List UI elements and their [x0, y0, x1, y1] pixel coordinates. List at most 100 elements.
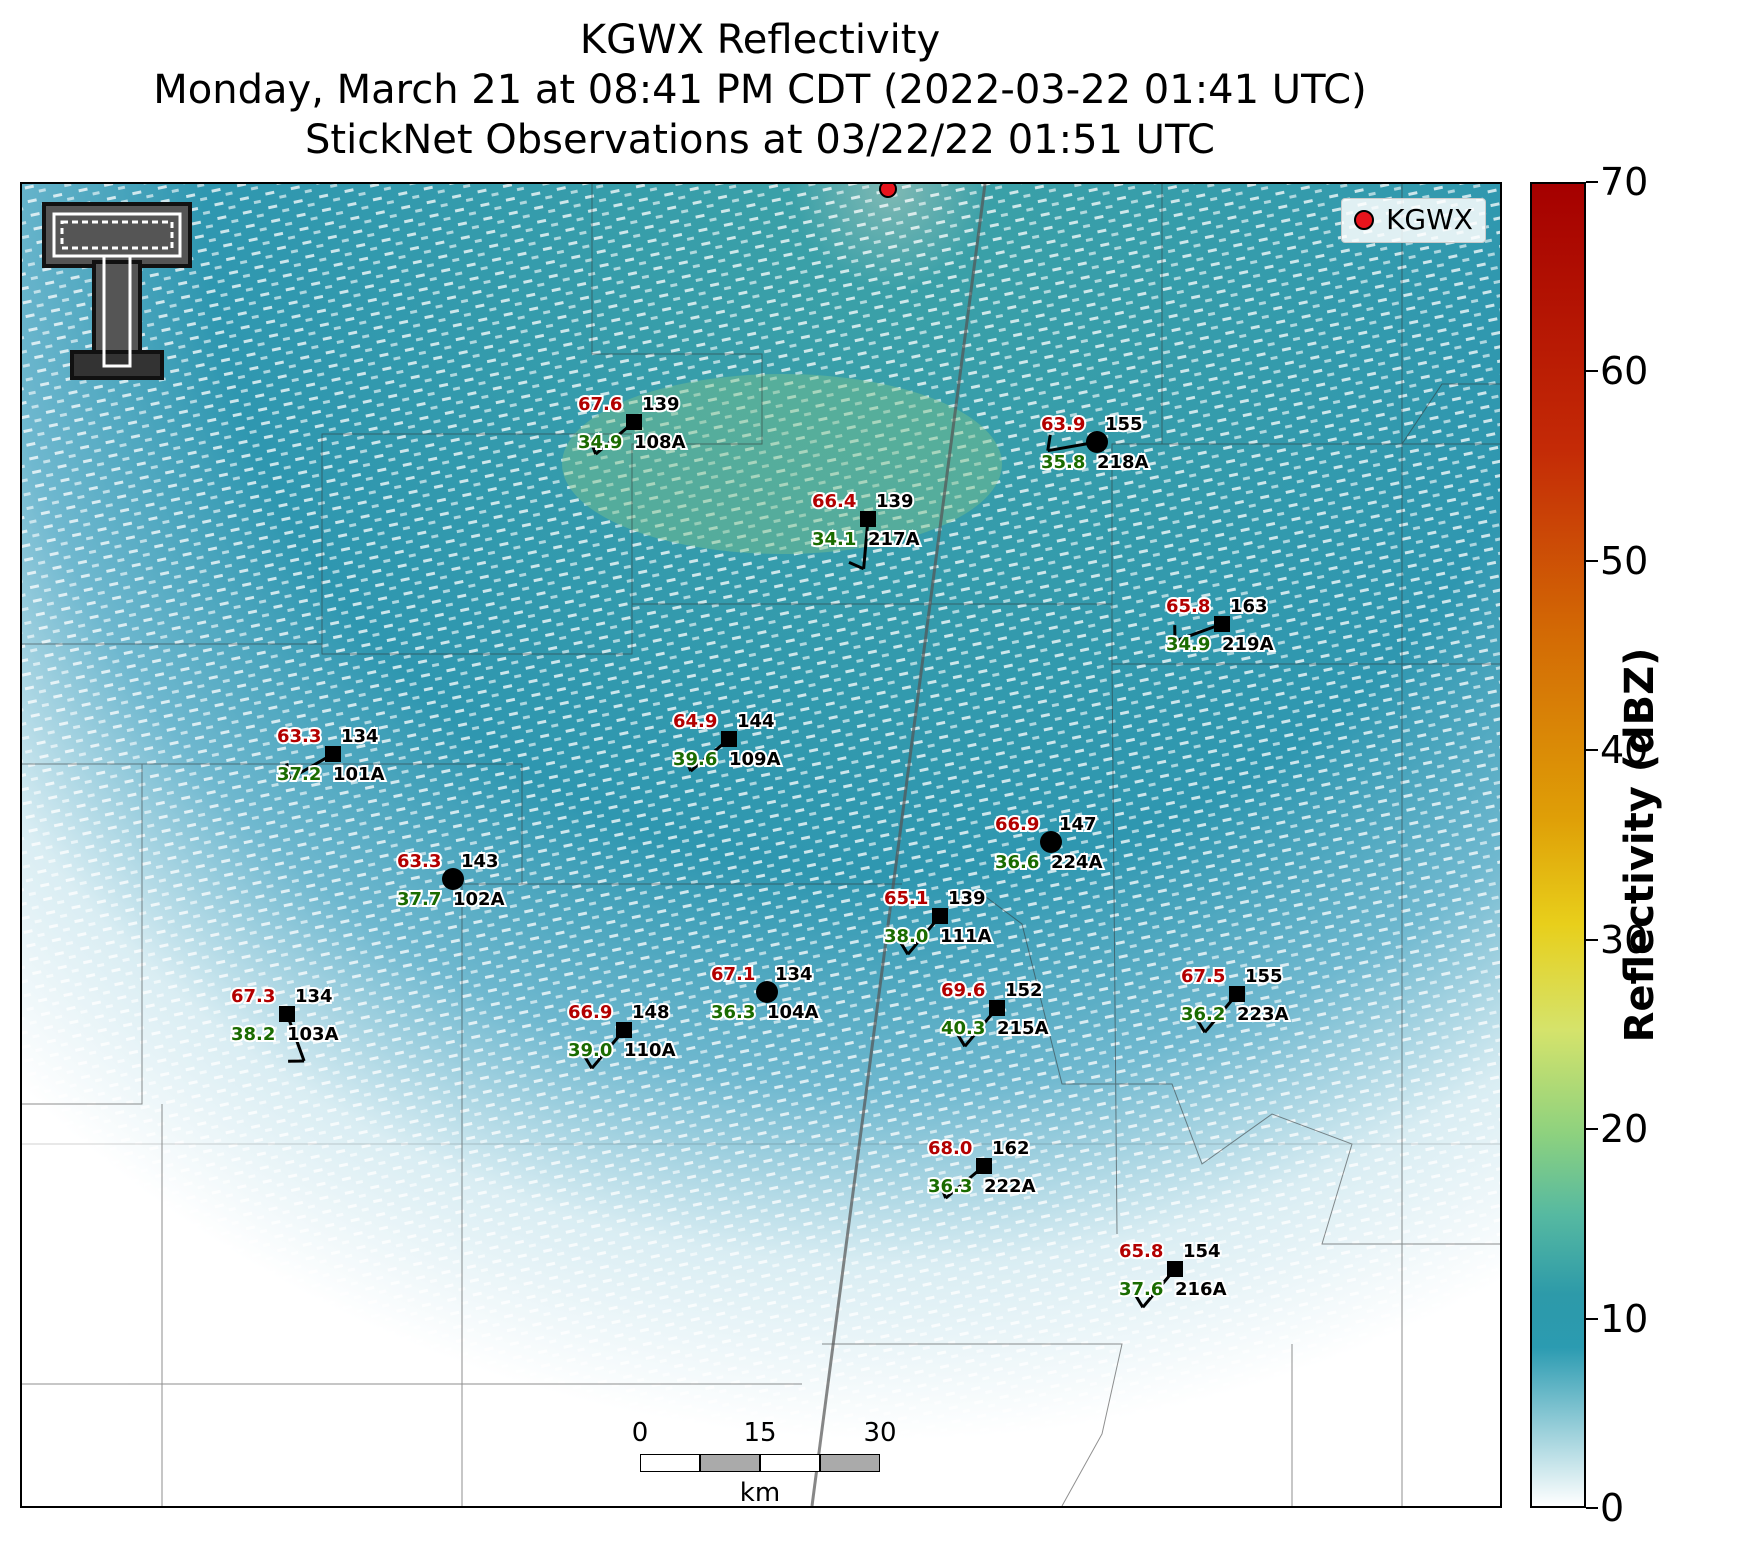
station-222a[interactable]: 68.0 162 36.3 222A [926, 1136, 1038, 1200]
station-square-marker-icon [325, 746, 341, 762]
reflectivity-colorbar [1530, 182, 1586, 1508]
station-pressure-code: 134 [341, 726, 379, 747]
station-dewpoint: 37.2 [277, 764, 321, 785]
station-111a[interactable]: 65.1 139 38.0 111A [882, 886, 994, 956]
station-217a[interactable]: 66.4 139 34.1 217A [810, 489, 922, 571]
station-pressure-code: 134 [295, 986, 333, 1007]
station-dewpoint: 36.6 [995, 852, 1039, 873]
station-temperature: 63.3 [277, 726, 321, 747]
station-dewpoint: 34.9 [1166, 634, 1210, 655]
station-square-marker-icon [1214, 616, 1230, 632]
station-pressure-code: 139 [876, 491, 914, 512]
station-id: 101A [333, 764, 385, 785]
station-pressure-code: 139 [642, 394, 680, 415]
station-pressure-code: 134 [775, 964, 813, 985]
radar-map[interactable]: 67.6 139 34.9 108A 63.9 155 35.8 218A 66.4 139 34.… [20, 182, 1502, 1508]
station-id: 104A [767, 1002, 819, 1023]
station-square-marker-icon [279, 1006, 295, 1022]
title-line-1: KGWX Reflectivity [579, 17, 941, 63]
station-id: 222A [984, 1176, 1036, 1197]
station-103a[interactable]: 67.3 134 38.2 103A [229, 984, 341, 1063]
wind-barb-flag-icon [898, 939, 910, 956]
wind-barb-flag-icon [1133, 1292, 1145, 1309]
station-temperature: 69.6 [941, 980, 985, 1001]
station-224a[interactable]: 66.9 147 36.6 224A [993, 812, 1105, 875]
colorbar-tick [1586, 938, 1598, 941]
scale-segment-1 [640, 1454, 700, 1472]
title-line-2: Monday, March 21 at 08:41 PM CDT (2022-0… [153, 67, 1367, 113]
wind-barb-flag-icon [683, 755, 693, 772]
station-id: 218A [1097, 452, 1149, 473]
station-219a[interactable]: 65.8 163 34.9 219A [1164, 594, 1276, 657]
wind-barb-flag-icon [1195, 1017, 1207, 1034]
station-temperature: 65.8 [1166, 596, 1210, 617]
station-square-marker-icon [860, 511, 876, 527]
station-dewpoint: 36.2 [1181, 1004, 1225, 1025]
wind-barb-flag-icon [938, 1182, 948, 1199]
station-101a[interactable]: 63.3 134 37.2 101A [275, 724, 387, 787]
station-215a[interactable]: 69.6 152 40.3 215A [939, 978, 1051, 1048]
wind-barb-flag-icon [285, 763, 292, 780]
station-temperature: 65.1 [884, 888, 928, 909]
station-pressure-code: 143 [461, 851, 499, 872]
station-dewpoint: 37.6 [1119, 1279, 1163, 1300]
station-square-marker-icon [1167, 1261, 1183, 1277]
station-temperature: 68.0 [928, 1138, 972, 1159]
wind-barb-icon [862, 518, 870, 569]
station-temperature: 64.9 [673, 711, 717, 732]
station-dewpoint: 37.7 [397, 889, 441, 910]
colorbar-tick-label: 50 [1600, 538, 1649, 583]
wind-barb-flag-icon [955, 1031, 967, 1048]
station-110a[interactable]: 66.9 148 39.0 110A [566, 1000, 678, 1070]
station-218a[interactable]: 63.9 155 35.8 218A [1039, 412, 1151, 475]
station-id: 219A [1222, 634, 1274, 655]
station-108a[interactable]: 67.6 139 34.9 108A [576, 392, 688, 456]
reflectivity-texture [22, 184, 1500, 1506]
station-square-marker-icon [1229, 986, 1245, 1002]
station-temperature: 67.6 [578, 394, 622, 415]
station-dewpoint: 36.3 [928, 1176, 972, 1197]
station-circle-marker-icon [442, 868, 464, 890]
station-dewpoint: 35.8 [1041, 452, 1085, 473]
scale-label-15: 15 [743, 1418, 777, 1448]
station-dewpoint: 40.3 [941, 1018, 985, 1039]
colorbar-tick [1586, 181, 1598, 183]
station-square-marker-icon [721, 731, 737, 747]
wind-barb-flag-icon [582, 1053, 594, 1070]
station-id: 215A [997, 1018, 1049, 1039]
colorbar-tick-label: 40 [1600, 728, 1649, 773]
station-223a[interactable]: 67.5 155 36.2 223A [1179, 964, 1291, 1034]
station-id: 103A [287, 1024, 339, 1045]
station-id: 109A [729, 749, 781, 770]
station-102a[interactable]: 63.3 143 37.7 102A [395, 849, 507, 912]
colorbar-tick [1586, 1317, 1598, 1320]
station-pressure-code: 139 [948, 888, 986, 909]
colorbar-tick [1586, 1507, 1598, 1509]
station-216a[interactable]: 65.8 154 37.6 216A [1117, 1239, 1229, 1309]
legend-label: KGWX [1386, 203, 1473, 236]
station-temperature: 66.4 [812, 491, 856, 512]
scale-unit: km [739, 1478, 781, 1508]
station-id: 224A [1051, 852, 1103, 873]
station-temperature: 63.9 [1041, 414, 1085, 435]
station-id: 223A [1237, 1004, 1289, 1025]
station-pressure-code: 148 [632, 1002, 670, 1023]
station-109a[interactable]: 64.9 144 39.6 109A [671, 709, 783, 773]
station-square-marker-icon [976, 1158, 992, 1174]
station-dewpoint: 38.0 [884, 926, 928, 947]
title-line-3: StickNet Observations at 03/22/22 01:51 … [305, 117, 1215, 163]
station-square-marker-icon [626, 414, 642, 430]
station-id: 216A [1175, 1279, 1227, 1300]
enhanced-echo-area [562, 374, 1002, 554]
station-dewpoint: 34.1 [812, 529, 856, 550]
scale-segment-4 [820, 1454, 880, 1472]
station-104a[interactable]: 67.1 134 36.3 104A [709, 962, 821, 1025]
scale-label-30: 30 [863, 1418, 897, 1448]
station-pressure-code: 152 [1005, 980, 1043, 1001]
county-boundaries [22, 184, 1500, 1506]
station-temperature: 66.9 [995, 814, 1039, 835]
station-temperature: 67.5 [1181, 966, 1225, 987]
station-circle-marker-icon [1040, 831, 1062, 853]
station-pressure-code: 147 [1059, 814, 1097, 835]
station-temperature: 67.1 [711, 964, 755, 985]
